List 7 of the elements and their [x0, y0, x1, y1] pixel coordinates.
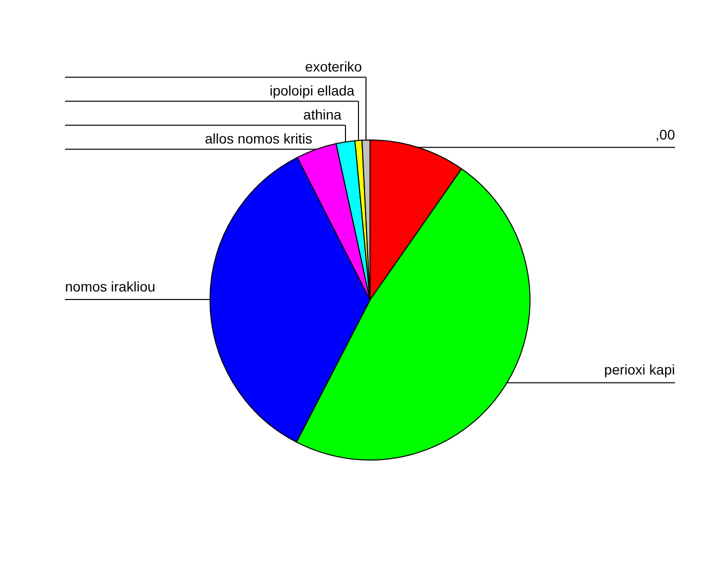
- slice-label: exoteriko: [305, 58, 362, 74]
- slice-label: nomos irakliou: [65, 278, 156, 294]
- slice-label: perioxi kapi: [604, 362, 675, 378]
- slice-label: athina: [303, 106, 342, 122]
- slice-label: ipoloipi ellada: [270, 82, 355, 98]
- slice-label: ,00: [656, 126, 676, 142]
- slice-label: allos nomos kritis: [204, 130, 312, 146]
